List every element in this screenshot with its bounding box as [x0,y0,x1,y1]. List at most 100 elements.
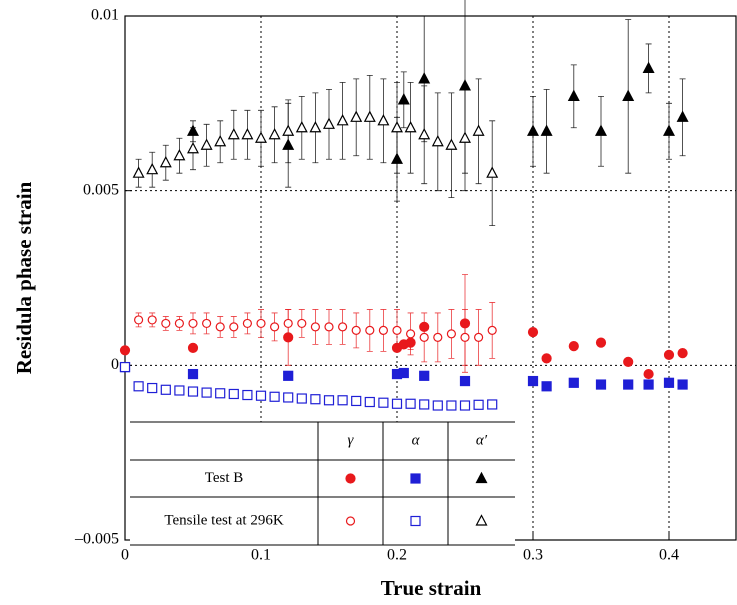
point [487,399,498,410]
point [187,141,199,154]
point [173,148,186,161]
point [404,120,417,133]
point [297,318,307,329]
point [431,134,444,147]
point [119,345,131,356]
legend-symbol [345,516,356,526]
point [398,367,409,379]
y-tick-label: 0.005 [83,181,119,198]
point [378,397,389,408]
point [350,110,363,122]
point [255,131,267,143]
x-axis-title: True strain [381,576,482,600]
point [676,110,689,122]
point [459,400,471,411]
point [595,379,607,390]
point [324,322,334,332]
point [215,322,225,332]
point [406,329,416,339]
point [187,342,199,353]
point [227,127,240,140]
y-tick-label: –0.005 [74,531,119,548]
point [268,127,281,140]
point [663,349,675,360]
point [159,155,172,168]
point [174,318,184,329]
point [161,318,171,329]
point [215,388,226,399]
point [663,124,675,136]
legend-symbol [410,515,421,527]
point [474,332,484,342]
point [146,162,159,175]
point [568,377,579,388]
y-tick-label: 0.01 [91,7,119,24]
point [338,322,348,332]
point [446,329,456,339]
point [310,322,320,332]
point [242,318,252,329]
point [486,166,499,178]
point [623,356,634,367]
legend-symbol [475,514,488,526]
y-axis-title: Residula phase strain [12,181,36,374]
point [241,127,254,140]
point [255,390,267,401]
point [487,325,497,335]
point [323,117,335,129]
point [363,110,376,122]
point [459,131,471,143]
point [351,395,362,407]
point [187,368,199,380]
point [419,370,430,381]
point [419,332,429,342]
legend-phase: α′ [476,432,488,448]
point [147,382,158,394]
point [432,400,443,411]
legend-table [130,422,515,545]
point [229,322,239,332]
point [541,381,552,392]
point [595,337,607,348]
point [677,348,688,359]
point [567,89,580,101]
point [568,341,579,352]
point [132,166,145,178]
point [397,93,410,105]
point [200,138,213,150]
point [623,379,634,390]
x-tick-label: 0.3 [523,547,543,564]
point [377,114,390,126]
x-tick-label: 0.4 [659,547,679,564]
point [119,361,131,373]
point [336,114,349,126]
point [472,124,485,136]
point [419,399,430,410]
point [270,322,280,332]
point [418,72,431,84]
point [202,318,212,329]
point [174,385,185,396]
legend-label: Test B [205,470,244,486]
point [541,353,552,364]
point [133,381,144,392]
point [433,332,443,342]
point [283,392,294,403]
legend-symbol [475,471,488,484]
point [323,395,335,406]
point [134,315,144,325]
point [351,325,361,335]
x-tick-label: 0.2 [387,547,407,564]
point [201,387,212,398]
point [295,120,308,133]
point [256,318,266,329]
legend-symbol [410,473,421,484]
point [364,396,375,408]
point [460,332,470,342]
point [622,89,635,101]
legend-symbol [345,473,356,484]
point [147,315,157,325]
point [187,386,199,397]
